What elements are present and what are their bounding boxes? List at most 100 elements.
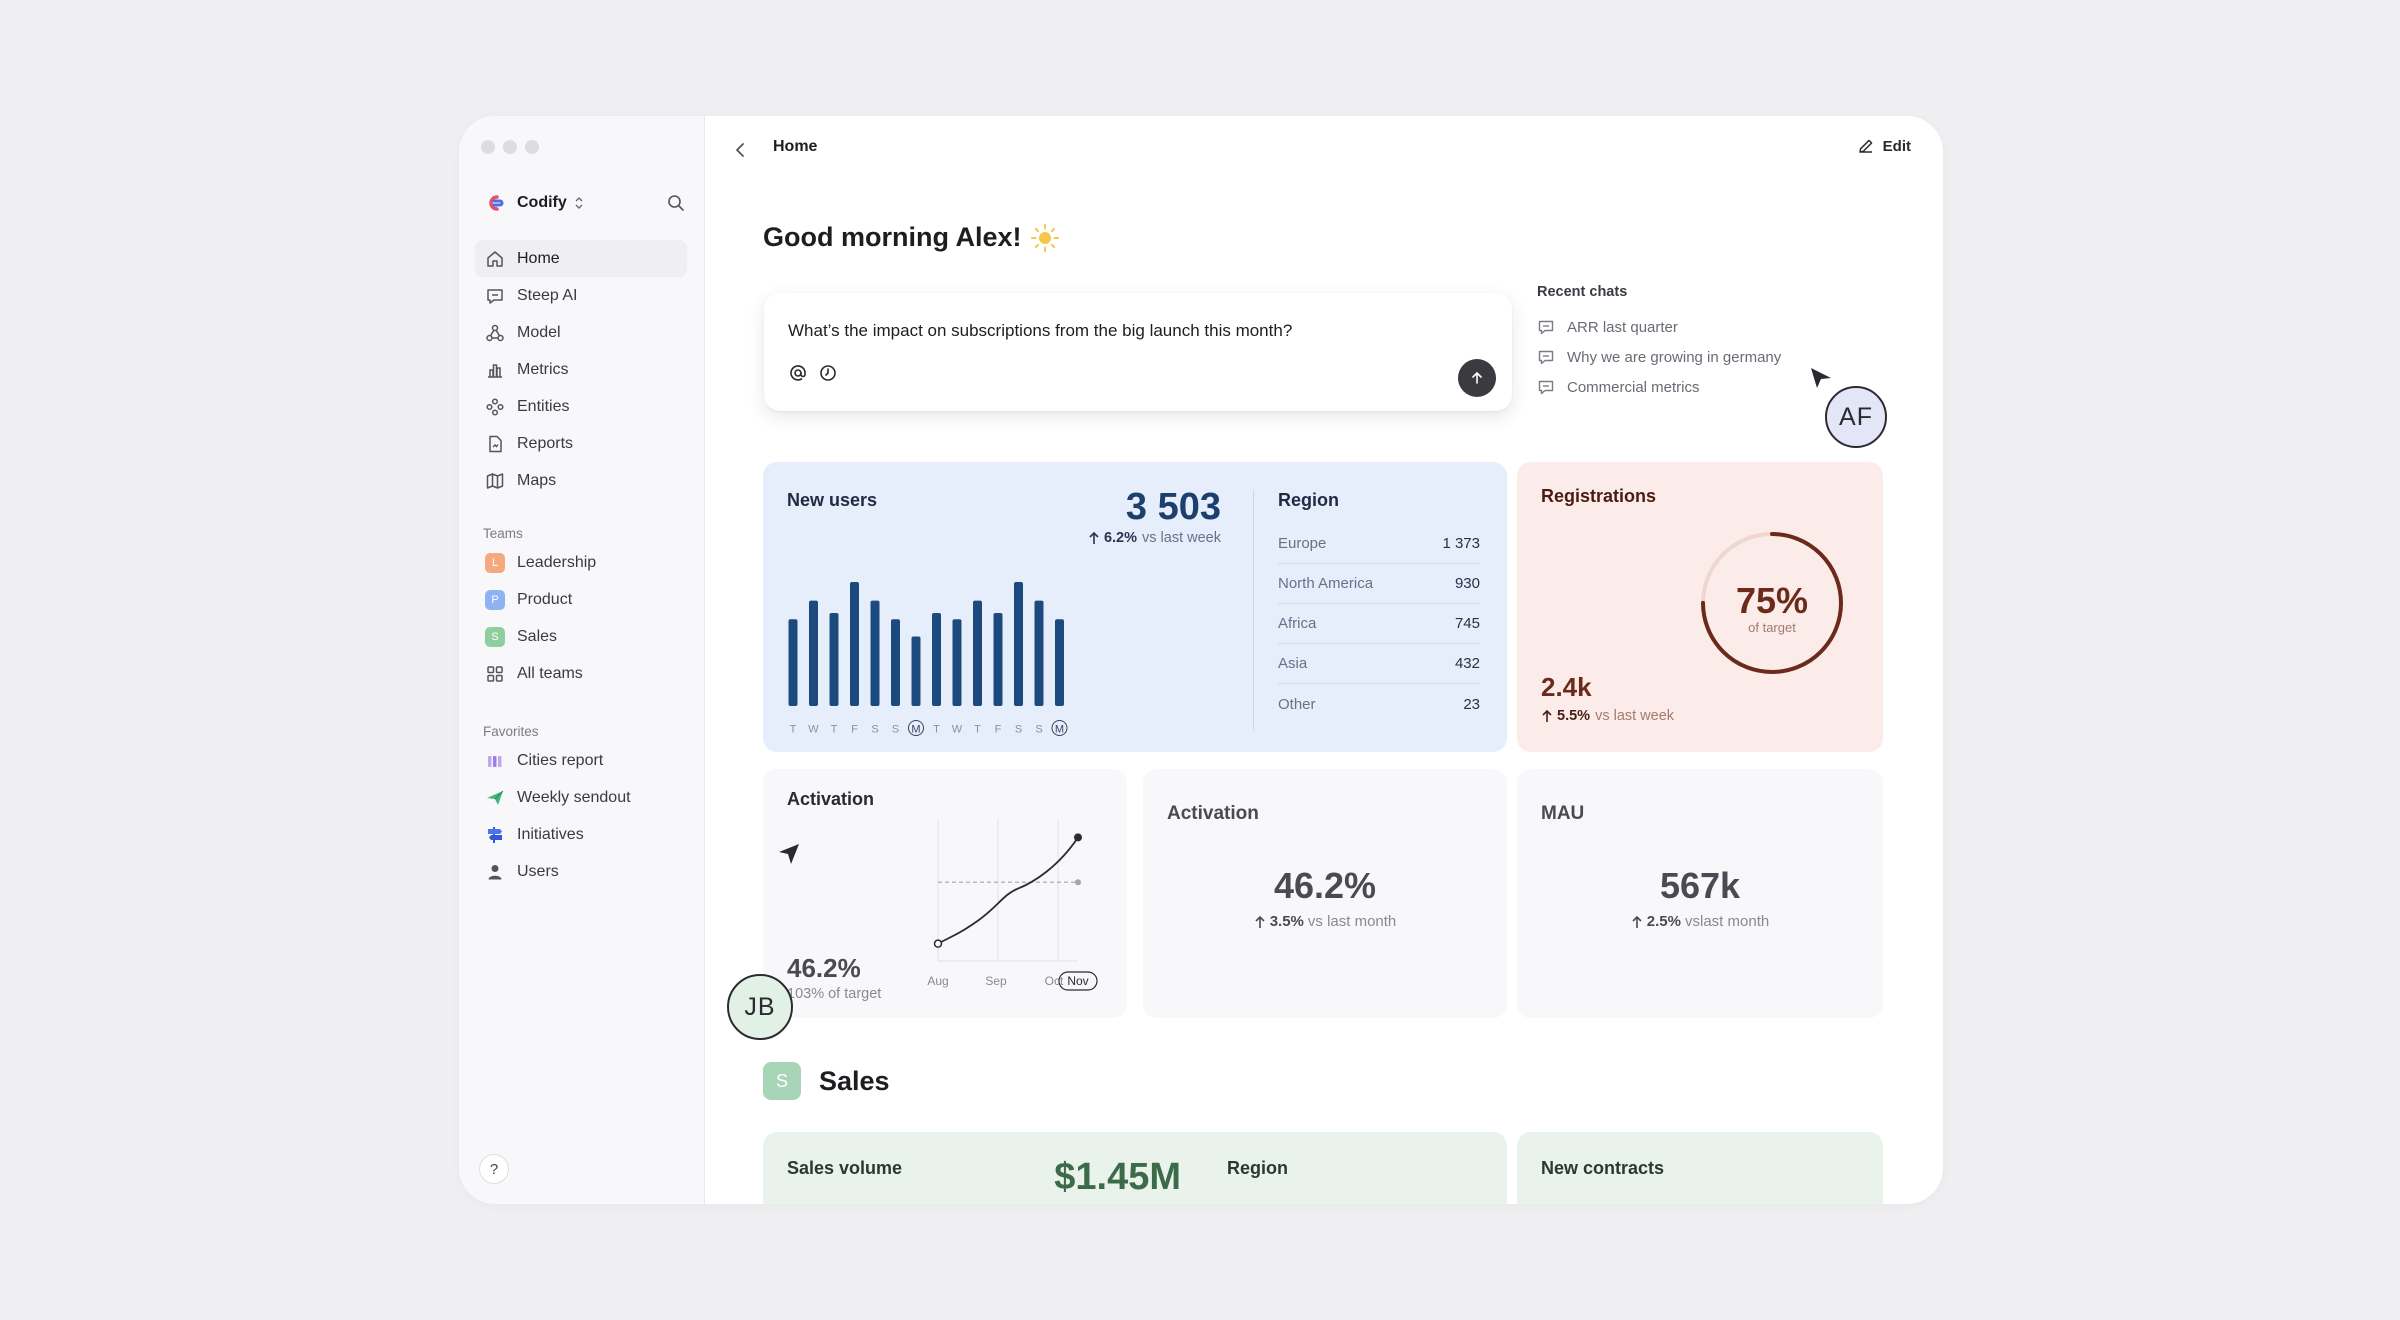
- mau-card[interactable]: MAU 567k 2.5% vslast month: [1517, 769, 1883, 1018]
- close-window-dot[interactable]: [481, 140, 495, 154]
- ask-prompt-box[interactable]: What’s the impact on subscriptions from …: [764, 293, 1512, 411]
- sales-volume-card[interactable]: Sales volume $1.45M Region: [763, 1132, 1507, 1204]
- team-item-leadership[interactable]: L Leadership: [475, 544, 687, 581]
- favorite-label: Initiatives: [517, 825, 584, 843]
- end-point: [1074, 833, 1082, 842]
- recent-chat-item[interactable]: Commercial metrics: [1537, 372, 1837, 402]
- bar: [911, 636, 921, 706]
- minimize-window-dot[interactable]: [503, 140, 517, 154]
- bar: [788, 619, 798, 706]
- back-chevron-icon[interactable]: [729, 138, 753, 162]
- nav-label: Model: [517, 323, 561, 341]
- region-row: Europe 1 373: [1278, 524, 1480, 564]
- maximize-window-dot[interactable]: [525, 140, 539, 154]
- new-users-delta: 6.2% vs last week: [1088, 530, 1221, 546]
- nav-item-maps[interactable]: Maps: [475, 462, 687, 499]
- history-clock-icon[interactable]: [818, 363, 838, 383]
- recent-chat-item[interactable]: Why we are growing in germany: [1537, 342, 1837, 372]
- breadcrumb: Home: [773, 138, 818, 155]
- teams-heading: Teams: [483, 526, 523, 541]
- team-badge-leadership: L: [485, 552, 505, 573]
- activation-sub: 103% of target: [787, 986, 882, 1002]
- tick-label: Aug: [927, 974, 948, 988]
- activation-kpi-value: 46.2%: [1273, 865, 1377, 906]
- delta-suffix: vslast month: [1685, 913, 1770, 930]
- activation-chart-card[interactable]: Activation Aug Sep Oct Nov 46.2% 103% of ta…: [763, 769, 1127, 1018]
- report-icon: [489, 435, 502, 452]
- nav-item-reports[interactable]: Reports: [475, 425, 687, 462]
- team-item-sales[interactable]: S Sales: [475, 618, 687, 655]
- favorite-item-weekly-sendout[interactable]: Weekly sendout: [475, 779, 687, 816]
- bar: [932, 613, 941, 706]
- sales-section-title: Sales: [819, 1065, 890, 1096]
- progress-ring-fill: [1701, 532, 1843, 674]
- recent-chat-item[interactable]: ARR last quarter: [1537, 312, 1837, 342]
- sun-icon: [1030, 223, 1059, 252]
- tick-label: F: [851, 724, 858, 736]
- nav-item-model[interactable]: Model: [475, 314, 687, 351]
- nav-item-entities[interactable]: Entities: [475, 388, 687, 425]
- team-item-all-teams[interactable]: All teams: [475, 655, 687, 692]
- greeting-heading: Good morning Alex!: [763, 222, 1060, 253]
- team-label: Sales: [517, 627, 558, 645]
- nav-label: Metrics: [517, 360, 569, 378]
- region-title: Region: [1227, 1158, 1288, 1178]
- recent-chats-heading: Recent chats: [1537, 284, 1628, 300]
- bar: [973, 600, 982, 706]
- prompt-input[interactable]: What’s the impact on subscriptions from …: [788, 321, 1293, 340]
- region-value: 930: [1454, 575, 1480, 592]
- bar: [1014, 582, 1023, 706]
- search-icon[interactable]: [666, 193, 686, 213]
- chat-icon: [487, 288, 503, 304]
- at-mention-icon[interactable]: [788, 363, 808, 383]
- sales-volume-value: $1.45M: [1054, 1156, 1181, 1198]
- activation-card[interactable]: Activation 46.2% 3.5% vs last month: [1143, 769, 1507, 1018]
- home-icon: [487, 250, 503, 267]
- arrow-up-icon: [1472, 372, 1482, 384]
- edit-button[interactable]: Edit: [1857, 137, 1911, 155]
- favorite-item-initiatives[interactable]: Initiatives: [475, 816, 687, 853]
- delta-suffix: vs last week: [1142, 530, 1221, 546]
- new-users-value: 3 503: [1125, 486, 1221, 528]
- send-button[interactable]: [1458, 359, 1496, 397]
- bar: [1034, 600, 1044, 706]
- workspace-switcher[interactable]: Codify: [485, 188, 686, 218]
- region-divider: [1253, 490, 1254, 730]
- registrations-card[interactable]: Registrations 75% of target 2.4k 5.5% vs…: [1517, 462, 1883, 752]
- activation-line-chart: Aug Sep Oct Nov: [927, 819, 1098, 991]
- teams-list: L Leadership P Product S Sales All teams: [475, 544, 687, 692]
- tick-label: S: [892, 724, 899, 736]
- sidebar: Codify Home Steep AI Model: [459, 116, 705, 1204]
- favorite-item-users[interactable]: Users: [475, 853, 687, 890]
- collaborator-af-cursor-icon: [1811, 368, 1831, 388]
- tick-highlight: [1051, 720, 1068, 736]
- favorite-label: Weekly sendout: [517, 788, 631, 806]
- new-contracts-card[interactable]: New contracts: [1517, 1132, 1883, 1204]
- team-label: Product: [517, 590, 573, 608]
- tick-label: S: [1035, 724, 1042, 736]
- team-item-product[interactable]: P Product: [475, 581, 687, 618]
- registrations-delta: 5.5% vs last week: [1541, 708, 1674, 724]
- arrow-up-icon: [1089, 531, 1099, 544]
- nav-item-metrics[interactable]: Metrics: [475, 351, 687, 388]
- activation-line: [937, 836, 1079, 945]
- tick-label: T: [974, 724, 981, 736]
- progress-sub: of target: [1748, 620, 1796, 635]
- workspace-name: Codify: [517, 194, 567, 211]
- region-value: 432: [1454, 655, 1480, 672]
- tick-label: Nov: [1067, 974, 1088, 988]
- tick-label: W: [952, 724, 963, 736]
- region-name: Asia: [1278, 655, 1308, 672]
- team-label: All teams: [517, 664, 583, 682]
- nav-label: Home: [517, 249, 560, 267]
- tick-label: S: [871, 724, 878, 736]
- region-name: Europe: [1278, 535, 1327, 552]
- bar: [1055, 619, 1064, 706]
- help-button[interactable]: ?: [479, 1154, 509, 1184]
- main-content: Home Edit Good morning Alex! What’s the …: [705, 116, 1943, 1204]
- favorite-item-cities-report[interactable]: Cities report: [475, 742, 687, 779]
- cities-report-icon: [488, 755, 502, 767]
- nav-item-home[interactable]: Home: [475, 240, 687, 277]
- nav-item-steep-ai[interactable]: Steep AI: [475, 277, 687, 314]
